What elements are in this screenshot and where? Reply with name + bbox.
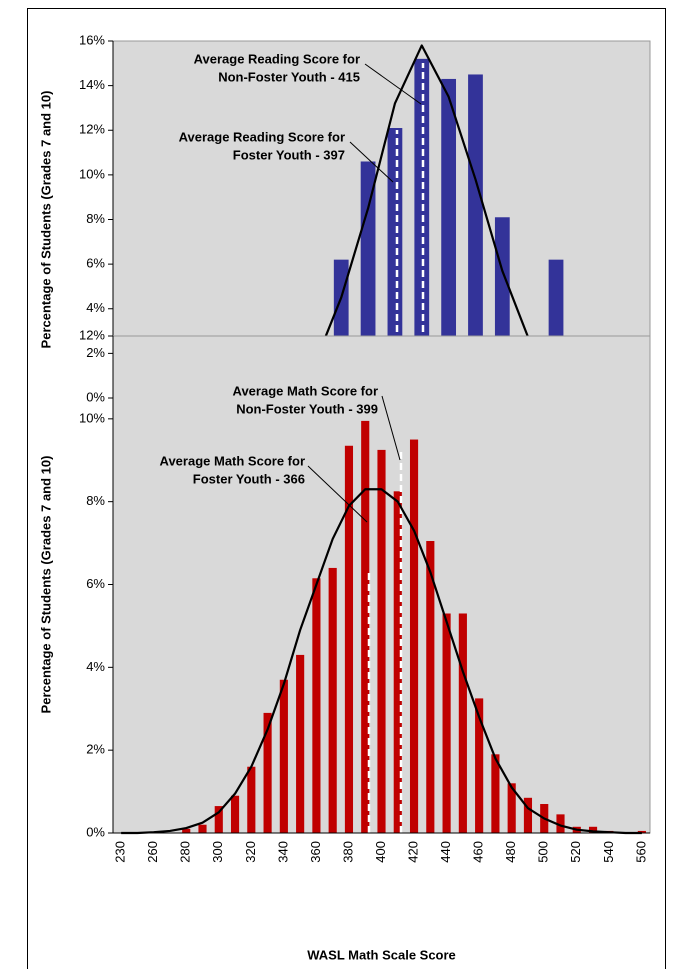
- x-tick-label: 500: [536, 841, 551, 863]
- y-tick-label: 12%: [79, 122, 105, 137]
- annotation-leader: [364, 63, 422, 105]
- bar: [328, 567, 337, 833]
- bar: [475, 698, 484, 833]
- y-axis-title: Percentage of Students (Grades 7 and 10): [38, 91, 53, 349]
- x-tick-label: 460: [471, 841, 486, 863]
- annotation-leader: [349, 141, 394, 183]
- x-axis-title: WASL Math Scale Score: [307, 947, 456, 962]
- bar: [507, 783, 516, 833]
- bar: [344, 445, 354, 833]
- y-tick-label: 2%: [86, 345, 105, 360]
- x-tick-label: 400: [373, 841, 388, 863]
- bar: [468, 74, 483, 398]
- curve: [121, 488, 642, 835]
- bar: [491, 754, 500, 833]
- annotation-text: Average Reading Score for: [194, 51, 360, 66]
- y-tick-label: 16%: [79, 32, 105, 47]
- y-tick-label: 2%: [86, 742, 105, 757]
- x-tick-label: 540: [601, 841, 616, 863]
- bar: [182, 828, 191, 833]
- x-tick-label: 280: [178, 841, 193, 863]
- y-tick-label: 8%: [86, 211, 105, 226]
- annotation-text: Average Math Score for: [233, 383, 378, 398]
- bar: [230, 795, 240, 833]
- annotation-text: Average Math Score for: [160, 453, 305, 468]
- x-tick-label: 230: [113, 841, 128, 863]
- bar: [588, 826, 598, 833]
- x-tick-label: 560: [633, 841, 648, 863]
- x-tick-label: 300: [210, 841, 225, 863]
- x-tick-label: 340: [275, 841, 290, 863]
- bar: [458, 613, 467, 833]
- annotation-leader: [381, 395, 401, 461]
- annotation-leader: [307, 465, 368, 523]
- bar: [247, 766, 256, 833]
- x-tick-label: 260: [145, 841, 160, 863]
- y-tick-label: 4%: [86, 659, 105, 674]
- y-tick-label: 4%: [86, 300, 105, 315]
- bar: [198, 824, 207, 833]
- x-tick-label: 520: [568, 841, 583, 863]
- x-tick-label: 360: [308, 841, 323, 863]
- y-tick-label: 6%: [86, 256, 105, 271]
- annotation-text: Average Reading Score for: [179, 129, 345, 144]
- annotation-text: Non-Foster Youth - 399: [236, 401, 378, 416]
- bar: [214, 806, 223, 833]
- bar: [312, 578, 321, 833]
- bar: [296, 654, 305, 833]
- bar: [361, 420, 370, 833]
- frame: [27, 8, 666, 969]
- bar: [387, 128, 403, 399]
- y-axis-title: Percentage of Students (Grades 7 and 10): [38, 456, 53, 714]
- bar: [377, 449, 386, 833]
- x-tick-label: 380: [340, 841, 355, 863]
- bar: [409, 439, 419, 833]
- bar: [442, 613, 451, 833]
- bar: [263, 712, 272, 833]
- y-tick-label: 10%: [79, 410, 105, 425]
- y-tick-label: 0%: [86, 389, 105, 404]
- y-tick-label: 10%: [79, 166, 105, 181]
- bar: [441, 78, 457, 399]
- bar: [426, 541, 435, 833]
- y-tick-label: 12%: [79, 327, 105, 342]
- x-tick-label: 440: [438, 841, 453, 863]
- annotation-text: Non-Foster Youth - 415: [218, 69, 360, 84]
- y-tick-label: 8%: [86, 493, 105, 508]
- bar: [523, 797, 533, 833]
- y-tick-label: 0%: [86, 824, 105, 839]
- annotation-text: Foster Youth - 397: [233, 147, 345, 162]
- annotation-text: Foster Youth - 366: [193, 471, 305, 486]
- y-tick-label: 14%: [79, 77, 105, 92]
- bar: [279, 679, 288, 833]
- x-tick-label: 420: [405, 841, 420, 863]
- bar: [393, 491, 402, 833]
- x-tick-label: 480: [503, 841, 518, 863]
- y-tick-label: 6%: [86, 576, 105, 591]
- bar: [556, 814, 565, 833]
- x-tick-label: 320: [243, 841, 258, 863]
